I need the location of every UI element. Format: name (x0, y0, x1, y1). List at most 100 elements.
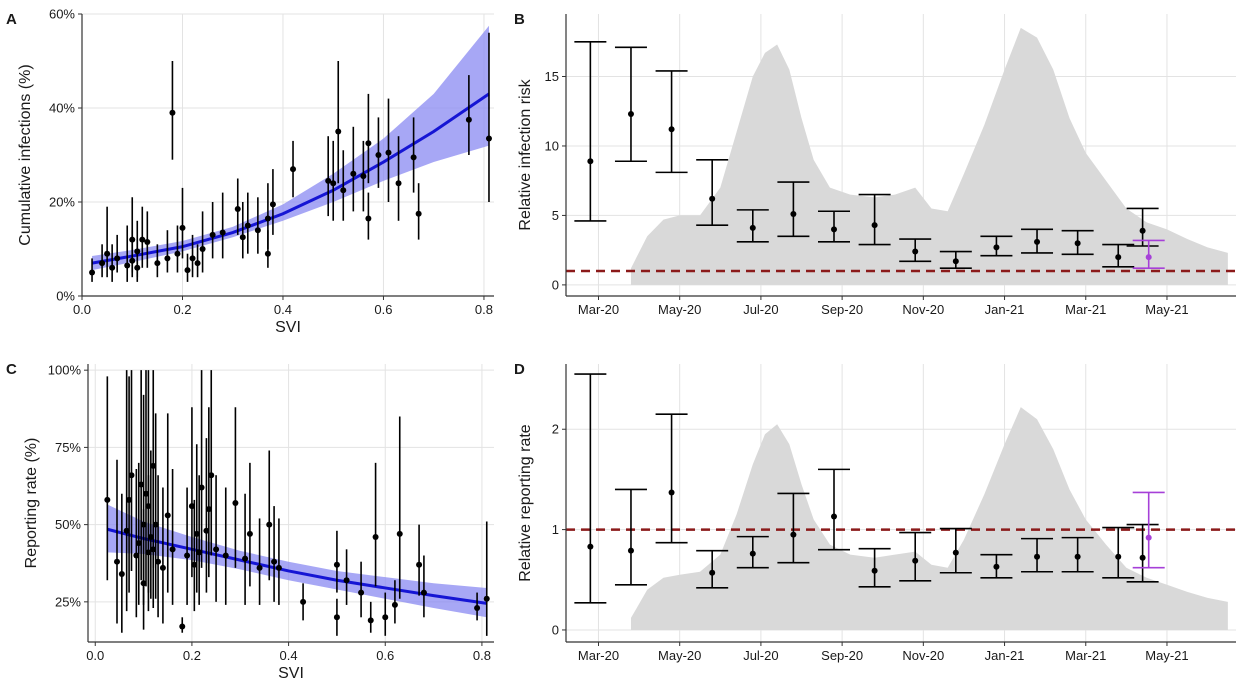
data-point (254, 197, 261, 254)
data-point (275, 518, 282, 605)
point-marker (1145, 254, 1152, 261)
data-point (416, 524, 423, 596)
point-marker (668, 126, 675, 133)
data-point (194, 244, 201, 278)
point-marker (254, 227, 261, 234)
y-tick-label: 25% (55, 594, 81, 609)
highlight-point (1132, 491, 1165, 569)
point-marker (1074, 240, 1081, 247)
point-marker (485, 135, 492, 142)
data-point (129, 230, 136, 278)
y-tick-label: 75% (55, 440, 81, 455)
point-marker (333, 561, 340, 568)
data-point (134, 220, 141, 278)
data-point (818, 468, 850, 551)
point-marker (152, 521, 159, 528)
data-point (138, 370, 145, 581)
point-marker (154, 260, 161, 267)
point-marker (396, 530, 403, 537)
x-tick-label: Jan-21 (985, 648, 1025, 663)
x-tick-label: May-20 (658, 648, 701, 663)
y-tick-label: 10 (545, 138, 559, 153)
point-marker (184, 267, 191, 274)
point-marker (209, 231, 216, 238)
point-marker (912, 248, 919, 255)
x-tick-label: Mar-20 (578, 648, 619, 663)
data-point (271, 506, 278, 602)
point-marker (1139, 227, 1146, 234)
point-marker (222, 552, 229, 559)
y-tick-label: 0 (552, 622, 559, 637)
point-marker (234, 206, 241, 213)
point-marker (587, 543, 594, 550)
y-tick-label: 0 (552, 277, 559, 292)
x-tick-label: Mar-21 (1065, 302, 1106, 317)
data-point (980, 235, 1013, 257)
data-point (174, 225, 181, 273)
point-marker (89, 269, 96, 276)
data-point (396, 416, 403, 599)
y-axis-label: Reporting rate (%) (23, 438, 40, 569)
point-marker (627, 111, 634, 118)
point-marker (199, 246, 206, 252)
data-point (139, 206, 146, 268)
point-marker (709, 195, 716, 202)
point-marker (415, 210, 422, 217)
data-point (939, 527, 972, 574)
point-marker (912, 557, 919, 564)
data-point (382, 592, 389, 636)
panel-d: D Mar-20 May-20 Jul-20 Sep-20 Nov-20 Jan-21 Mar… (514, 361, 1236, 663)
point-marker (147, 533, 154, 540)
epidemic-curve-area (630, 27, 1228, 285)
data-point (169, 469, 176, 605)
point-marker (831, 513, 837, 520)
data-point (152, 413, 159, 599)
data-point (191, 499, 198, 612)
point-marker (133, 552, 140, 559)
point-marker (420, 589, 427, 596)
point-marker (256, 564, 263, 571)
data-point (614, 46, 647, 163)
point-marker (749, 224, 756, 231)
data-point (234, 178, 241, 235)
point-marker (365, 140, 372, 147)
data-point (420, 555, 427, 618)
data-point (655, 70, 688, 174)
panel-letter: C (6, 361, 17, 378)
data-point (188, 407, 195, 578)
point-marker (188, 503, 195, 510)
data-point (367, 601, 374, 633)
data-point (1102, 243, 1135, 268)
point-marker (196, 549, 203, 556)
y-axis-label: Cumulative infections (%) (17, 64, 34, 245)
x-tick-label: Mar-20 (578, 302, 619, 317)
data-point (199, 211, 206, 273)
point-marker (465, 116, 472, 123)
point-marker (375, 152, 382, 158)
point-marker (1115, 553, 1122, 560)
x-tick-label: 0.0 (73, 302, 91, 317)
point-marker (871, 222, 878, 229)
point-marker (134, 248, 141, 255)
point-marker (104, 496, 111, 503)
data-point (205, 407, 212, 578)
data-point (818, 210, 850, 243)
data-point (150, 462, 157, 609)
data-point (147, 450, 154, 599)
point-marker (749, 550, 756, 557)
point-marker (395, 180, 402, 187)
x-tick-label: Jan-21 (985, 302, 1025, 317)
point-marker (135, 540, 142, 547)
x-axis-label: SVI (275, 319, 301, 336)
data-point (222, 487, 229, 605)
data-point (736, 535, 769, 569)
data-point (104, 376, 111, 581)
data-point (335, 61, 342, 184)
data-point (164, 230, 171, 273)
panel-letter: A (6, 11, 17, 28)
point-marker (1145, 534, 1152, 541)
x-tick-label: Jul-20 (743, 302, 778, 317)
point-marker (118, 571, 125, 578)
point-marker (138, 481, 145, 488)
y-tick-label: 5 (552, 208, 559, 223)
